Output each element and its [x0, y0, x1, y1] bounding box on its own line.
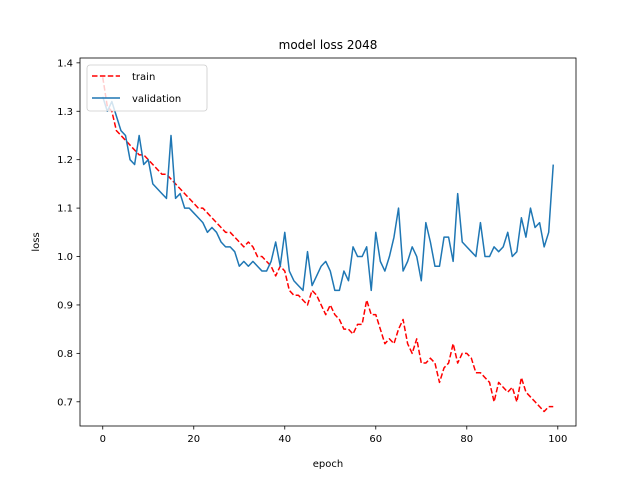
x-tick-label: 60 [369, 434, 382, 445]
y-tick-label: 1.2 [57, 155, 73, 166]
x-tick-label: 20 [187, 434, 200, 445]
y-tick-label: 1.3 [57, 107, 73, 118]
y-tick-label: 1.4 [57, 58, 73, 69]
y-axis-label: loss [31, 232, 42, 251]
series-line-validation [102, 96, 554, 292]
x-axis-label: epoch [313, 459, 343, 470]
series-line-train [102, 77, 554, 413]
y-tick-label: 1.1 [57, 204, 73, 215]
y-tick-label: 0.9 [57, 300, 73, 311]
plot-frame [79, 57, 577, 427]
x-tick-label: 80 [460, 434, 473, 445]
y-tick-label: 0.8 [57, 349, 73, 360]
legend: train validation [86, 64, 208, 112]
chart-title: model loss 2048 [279, 38, 378, 52]
x-tick-label: 40 [278, 434, 291, 445]
y-tick-label: 1.0 [57, 252, 73, 263]
legend-label-train: train [132, 72, 155, 83]
x-tick-label: 100 [548, 434, 567, 445]
x-tick-label: 0 [100, 434, 106, 445]
legend-label-validation: validation [132, 94, 181, 105]
y-tick-label: 0.7 [57, 397, 73, 408]
